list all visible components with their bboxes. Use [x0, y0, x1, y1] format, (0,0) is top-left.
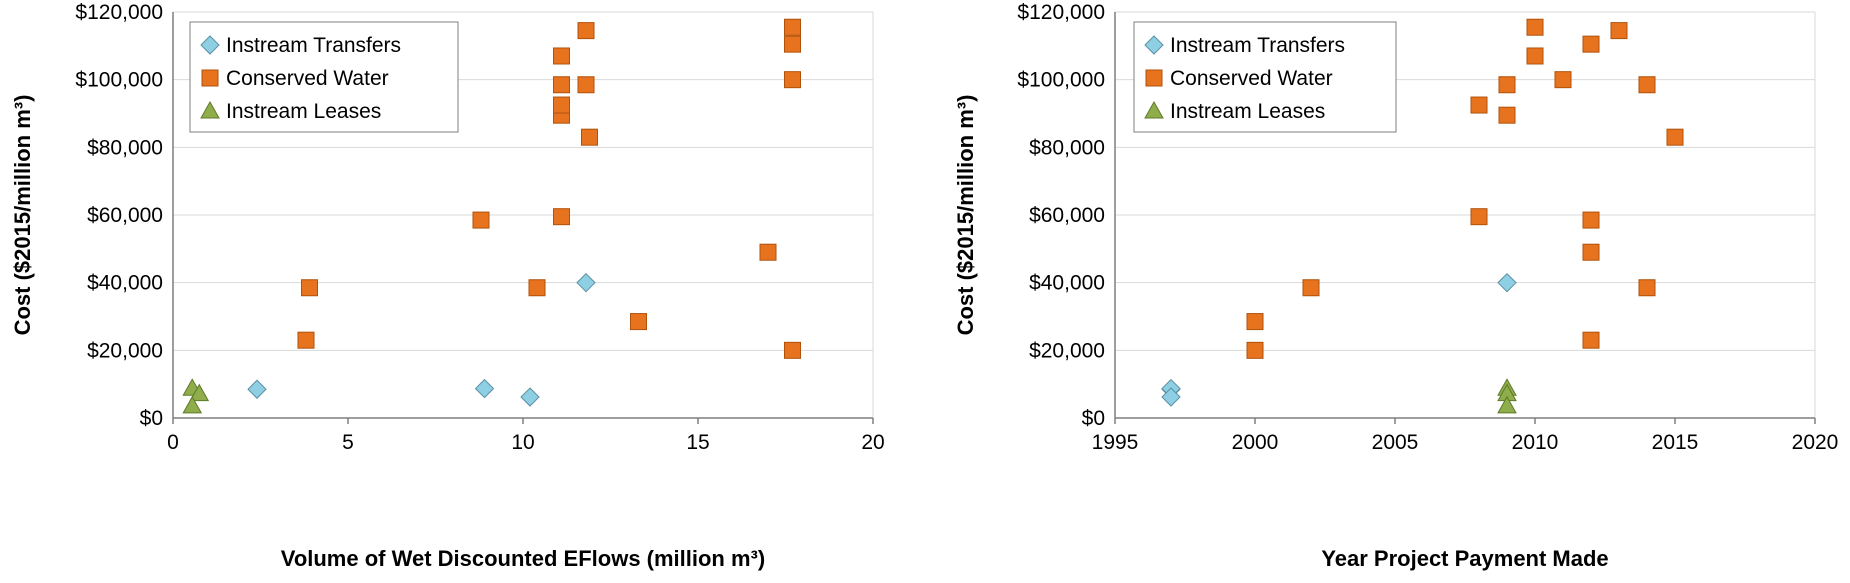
legend-marker — [1144, 100, 1164, 119]
data-point — [1526, 47, 1544, 65]
data-point — [1498, 76, 1516, 94]
y-tick-label: $100,000 — [75, 69, 163, 92]
x-tick-label: 20 — [861, 431, 884, 454]
y-tick-label: $120,000 — [1017, 1, 1105, 24]
x-axis-title: Volume of Wet Discounted EFlows (million… — [281, 546, 765, 571]
data-point — [1470, 96, 1488, 114]
y-tick-label: $20,000 — [87, 339, 163, 362]
data-point — [1302, 279, 1320, 297]
data-point — [182, 395, 203, 414]
series-conserved-water — [297, 18, 801, 359]
data-point — [1498, 106, 1516, 124]
series-instream-transfers — [1161, 272, 1517, 407]
series-conserved-water — [1246, 18, 1684, 359]
data-point — [784, 341, 801, 359]
y-axis-title: Cost ($2015/million m³) — [10, 95, 35, 336]
legend: Instream Transfers Conserved Water Instrea… — [1133, 21, 1397, 133]
data-point — [1554, 71, 1572, 89]
data-point — [472, 211, 490, 229]
data-point — [474, 378, 495, 399]
y-tick-label: $60,000 — [87, 204, 163, 227]
data-point — [784, 18, 801, 36]
legend-label: Conserved Water — [1170, 67, 1333, 90]
legend-label: Conserved Water — [226, 67, 389, 90]
data-point — [1582, 35, 1600, 53]
data-point — [189, 383, 210, 402]
x-tick-label: 1995 — [1092, 431, 1139, 454]
y-axis-title: Cost ($2015/million m³) — [953, 95, 978, 336]
data-point — [576, 272, 596, 293]
data-point — [577, 76, 595, 94]
y-tick-label: $20,000 — [1029, 339, 1105, 362]
x-tick-label: 2000 — [1232, 431, 1279, 454]
data-point — [1246, 313, 1264, 331]
data-point — [1526, 18, 1544, 36]
x-tick-label: 15 — [686, 431, 709, 454]
y-tick-label: $80,000 — [87, 136, 163, 159]
x-tick-label: 2005 — [1372, 431, 1419, 454]
legend-label: Instream Transfers — [1170, 34, 1345, 57]
legend-marker — [200, 100, 220, 119]
legend-label: Instream Leases — [226, 100, 381, 123]
data-point — [528, 279, 546, 297]
data-point — [1582, 211, 1600, 229]
series-instream-transfers — [247, 272, 596, 407]
y-tick-label: $0 — [1082, 407, 1105, 430]
legend-box — [1133, 21, 1397, 133]
data-point — [1497, 395, 1517, 414]
y-tick-label: $60,000 — [1029, 204, 1105, 227]
legend-marker — [1145, 69, 1163, 87]
data-point — [1666, 128, 1684, 146]
data-point — [1497, 272, 1517, 293]
data-point — [1161, 387, 1181, 407]
y-tick-label: $40,000 — [1029, 272, 1105, 295]
data-point — [247, 379, 267, 399]
legend: Instream Transfers Conserved Water Instrea… — [189, 21, 459, 133]
data-point — [1246, 341, 1264, 359]
data-point — [1582, 243, 1600, 261]
data-point — [630, 313, 647, 331]
data-point — [1470, 208, 1488, 226]
x-axis-title: Year Project Payment Made — [1321, 546, 1608, 571]
data-point — [301, 279, 318, 297]
chart-2: $0 $20,000 $40,000 $60,000 $80,000 $100,000 $1… — [953, 1, 1838, 571]
data-point — [581, 128, 598, 146]
data-point — [1638, 76, 1656, 94]
series-instream-leases — [182, 378, 210, 414]
y-tick-label: $100,000 — [1017, 69, 1105, 92]
legend-label: Instream Leases — [1170, 100, 1325, 123]
data-point — [577, 22, 595, 40]
data-point — [553, 76, 570, 94]
data-point — [759, 243, 777, 261]
data-point — [784, 35, 801, 53]
y-tick-label: $40,000 — [87, 272, 163, 295]
series-instream-leases — [1497, 378, 1517, 414]
data-point — [1582, 331, 1600, 349]
data-point — [553, 47, 570, 65]
legend-marker — [201, 69, 219, 87]
legend-marker — [1144, 35, 1164, 55]
x-tick-label: 2020 — [1792, 431, 1839, 454]
x-tick-label: 2015 — [1652, 431, 1699, 454]
data-point — [784, 71, 801, 89]
data-point — [297, 331, 315, 349]
data-point — [553, 208, 570, 226]
data-point — [1610, 22, 1628, 40]
data-point — [520, 387, 540, 407]
x-tick-label: 10 — [511, 431, 534, 454]
data-point — [1638, 279, 1656, 297]
x-tick-label: 5 — [342, 431, 354, 454]
y-tick-label: $80,000 — [1029, 136, 1105, 159]
data-point — [553, 96, 570, 114]
legend-box — [189, 21, 459, 133]
legend-marker — [200, 35, 220, 55]
legend-label: Instream Transfers — [226, 34, 401, 57]
y-tick-label: $0 — [140, 407, 163, 430]
chart-1: $0 $20,000 $40,000 $60,000 $80,000 $100,000 $1… — [10, 1, 885, 571]
x-tick-label: 2010 — [1512, 431, 1559, 454]
y-tick-label: $120,000 — [75, 1, 163, 24]
x-tick-label: 0 — [167, 431, 179, 454]
